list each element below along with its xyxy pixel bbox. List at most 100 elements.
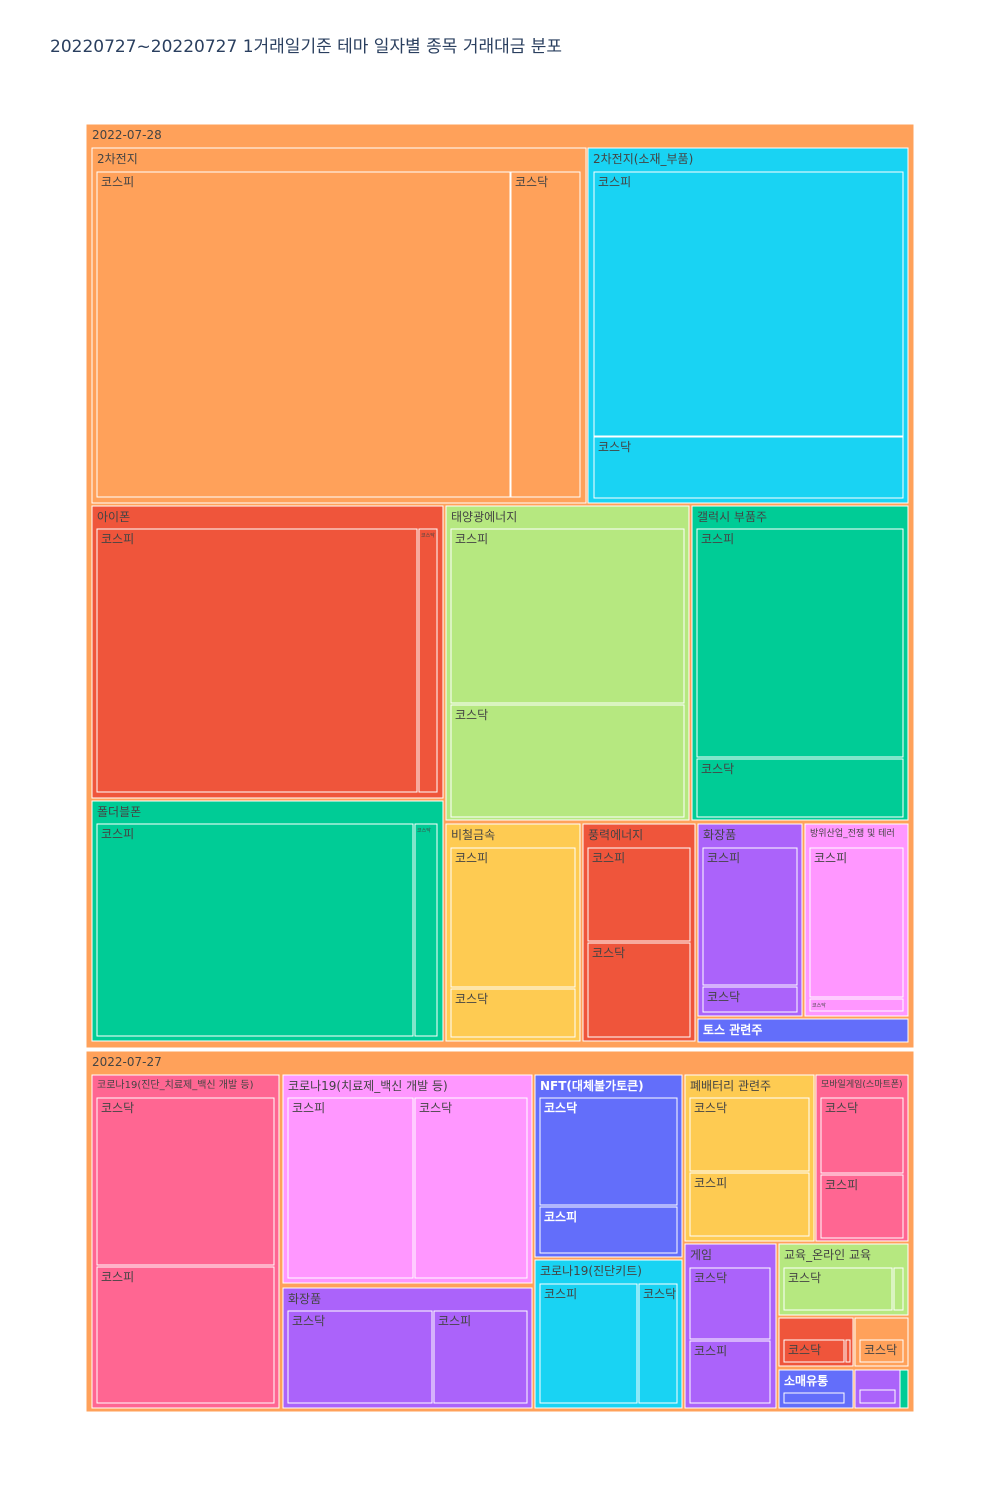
market-tile[interactable] <box>96 528 418 793</box>
theme-tile-group[interactable]: 토스 관련주 <box>697 1018 909 1043</box>
market-label: 코스닥 <box>421 532 435 539</box>
market-label: 코스닥 <box>455 708 488 722</box>
market-tile[interactable] <box>593 171 904 437</box>
market-tile[interactable] <box>820 1097 904 1174</box>
market-label: 코스피 <box>825 1178 858 1192</box>
market-tile[interactable] <box>783 1267 893 1311</box>
market-tile[interactable] <box>96 171 511 498</box>
market-tile[interactable] <box>539 1206 678 1254</box>
market-label: 코스닥 <box>592 946 625 960</box>
theme-tile-group[interactable] <box>854 1369 901 1409</box>
market-tile[interactable] <box>783 1392 845 1404</box>
market-tile[interactable] <box>414 1097 528 1279</box>
date-label: 2022-07-27 <box>92 1055 162 1069</box>
market-tile[interactable] <box>638 1283 678 1404</box>
theme-tile-group[interactable]: 코스닥 <box>778 1317 854 1367</box>
market-tile[interactable] <box>689 1267 771 1340</box>
market-label: 코스피 <box>544 1287 577 1301</box>
theme-label: 2차전지 <box>97 152 138 166</box>
market-tile[interactable] <box>96 1266 275 1404</box>
market-tile[interactable] <box>96 823 414 1037</box>
market-tile[interactable] <box>539 1283 638 1404</box>
theme-label: 코로나19(진단_치료제_백신 개발 등) <box>97 1079 254 1091</box>
market-label: 코스닥 <box>598 440 631 454</box>
market-tile[interactable] <box>696 758 904 818</box>
market-label: 코스닥 <box>701 762 734 776</box>
market-tile[interactable] <box>696 528 904 758</box>
market-label: 코스피 <box>438 1314 471 1328</box>
market-tile[interactable] <box>418 528 438 793</box>
market-tile[interactable] <box>702 847 798 986</box>
market-tile[interactable] <box>783 1339 845 1363</box>
theme-label: 폐배터리 관련주 <box>690 1079 771 1093</box>
market-tile[interactable] <box>587 942 691 1038</box>
market-tile[interactable] <box>510 171 581 498</box>
market-label: 코스피 <box>701 532 734 546</box>
market-label: 코스닥 <box>544 1100 577 1115</box>
theme-tile-group[interactable]: 코로나19(치료제_백신 개발 등) 코스피 코스닥 <box>282 1074 533 1284</box>
theme-tile-group[interactable]: 소매유통 <box>778 1369 854 1409</box>
market-label: 코스피 <box>455 851 488 865</box>
market-tile[interactable] <box>859 1389 896 1404</box>
market-label: 코스피 <box>598 175 631 189</box>
theme-tile[interactable] <box>899 1369 909 1409</box>
market-label: 코스피 <box>814 851 847 865</box>
market-tile[interactable] <box>809 998 904 1012</box>
market-tile[interactable] <box>433 1310 528 1404</box>
market-tile[interactable] <box>414 823 438 1037</box>
market-tile[interactable] <box>287 1097 414 1279</box>
market-tile[interactable] <box>689 1340 771 1404</box>
market-tile[interactable] <box>587 847 691 942</box>
theme-label: 아이폰 <box>97 510 130 524</box>
market-label: 코스피 <box>455 532 488 546</box>
market-label: 코스닥 <box>419 1101 452 1115</box>
market-tile[interactable] <box>450 988 576 1038</box>
market-tile[interactable] <box>287 1310 433 1404</box>
market-tile[interactable] <box>593 436 904 499</box>
market-tile[interactable] <box>859 1339 904 1363</box>
market-tile[interactable] <box>845 1339 851 1363</box>
market-tile[interactable] <box>539 1097 678 1206</box>
theme-label: 토스 관련주 <box>703 1022 762 1037</box>
market-tile[interactable] <box>96 1097 275 1266</box>
market-label: 코스닥 <box>707 990 740 1004</box>
theme-label: 갤럭시 부품주 <box>697 510 767 524</box>
market-tile[interactable] <box>689 1172 810 1237</box>
theme-label: 화장품 <box>703 828 736 842</box>
market-tile[interactable] <box>820 1174 904 1239</box>
market-label: 코스닥 <box>788 1271 821 1285</box>
theme-tile-group[interactable] <box>899 1369 909 1409</box>
market-tile[interactable] <box>450 847 576 988</box>
theme-tile-group[interactable]: 코스닥 <box>854 1317 909 1367</box>
theme-tile[interactable] <box>697 1018 909 1043</box>
market-tile[interactable] <box>689 1097 810 1172</box>
market-tile[interactable] <box>893 1267 904 1311</box>
theme-tile-group[interactable]: 코로나19(진단키트) 코스피 코스닥 <box>534 1259 683 1409</box>
market-tile[interactable] <box>450 704 685 818</box>
theme-label: 비철금속 <box>451 828 495 842</box>
market-tile[interactable] <box>702 986 798 1013</box>
market-tile[interactable] <box>809 847 904 998</box>
market-label: 코스닥 <box>643 1287 676 1301</box>
market-tile[interactable] <box>450 528 685 704</box>
